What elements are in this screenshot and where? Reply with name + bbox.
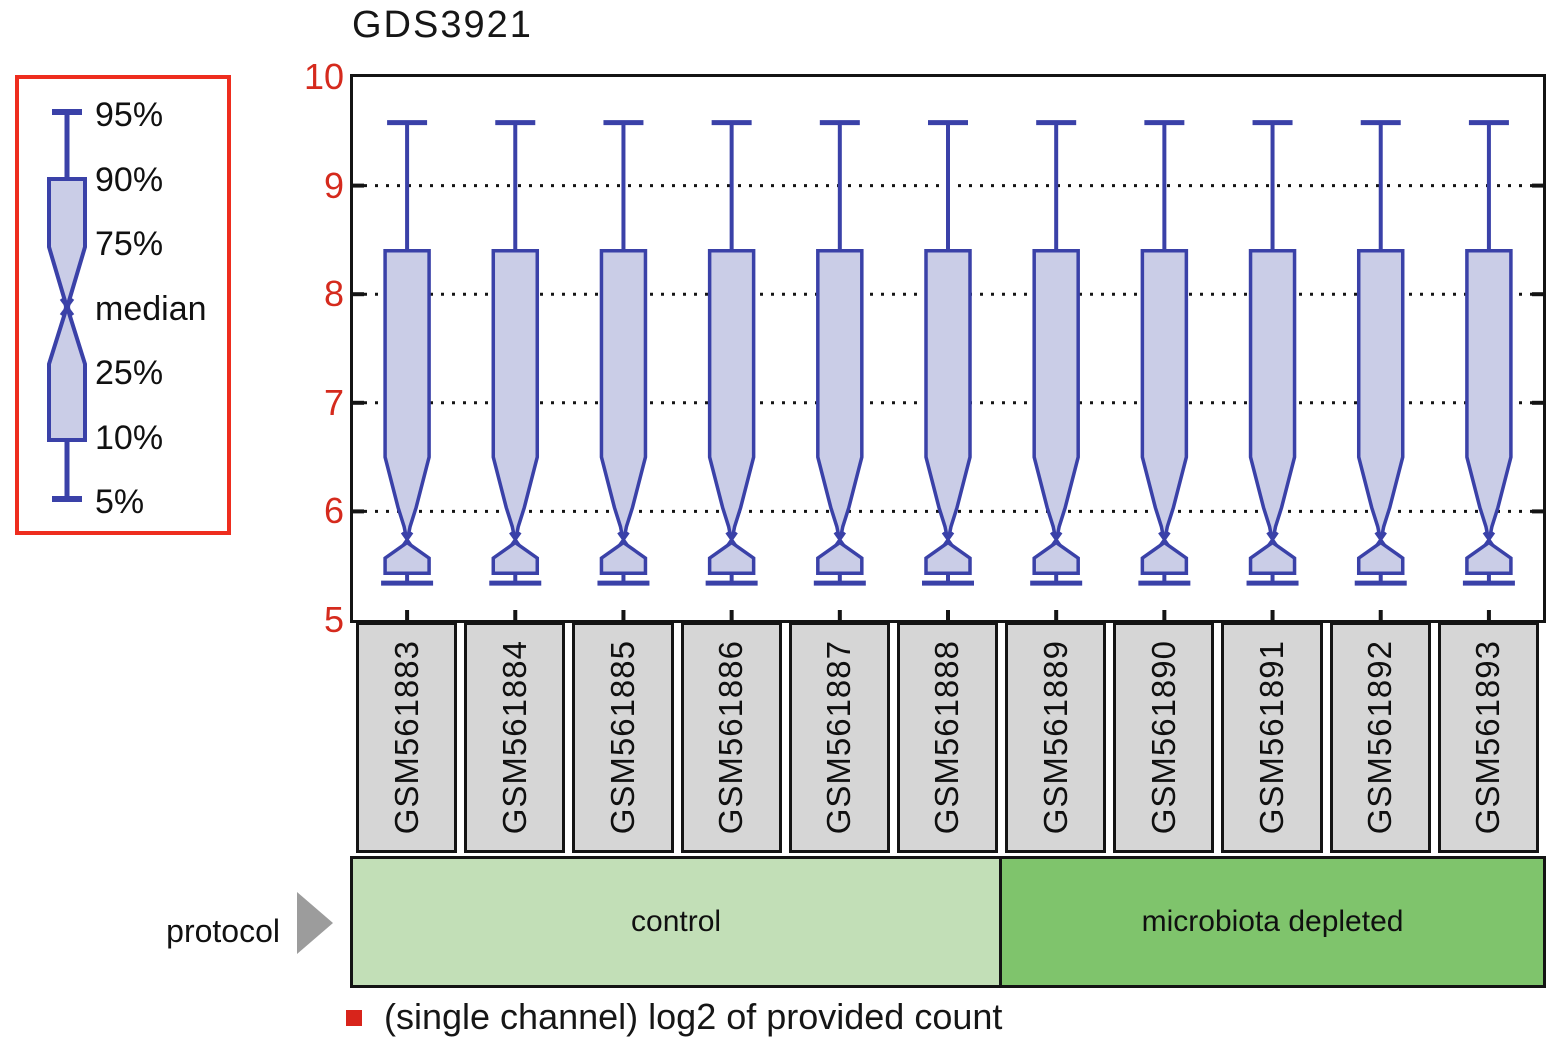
legend-item-label: median — [95, 289, 207, 328]
sample-label-box: GSM561891 — [1221, 622, 1323, 853]
footnote: (single channel) log2 of provided count — [346, 995, 1002, 1039]
sample-label: GSM561890 — [1144, 640, 1182, 835]
y-axis-tick-label: 10 — [303, 56, 344, 97]
legend-item-label: 10% — [95, 418, 164, 457]
legend-item-label: 5% — [95, 483, 145, 521]
boxplot-GSM561884 — [489, 120, 542, 586]
sample-label-box: GSM561892 — [1329, 622, 1431, 853]
boxplot-GSM561893 — [1462, 120, 1515, 586]
boxplot-GSM561890 — [1138, 120, 1191, 586]
sample-label-box: GSM561893 — [1437, 622, 1539, 853]
boxplot-GSM561887 — [813, 120, 866, 586]
sample-label-box: GSM561887 — [788, 622, 890, 853]
sample-label: GSM561887 — [820, 640, 858, 835]
boxplot-canvas — [353, 120, 1543, 620]
footnote-bullet-icon — [346, 1010, 362, 1026]
sample-label: GSM561893 — [1469, 640, 1507, 835]
y-axis-tick-label: 6 — [323, 490, 344, 532]
sample-label-box: GSM561885 — [572, 622, 674, 853]
protocol-group-1: control — [353, 859, 1003, 985]
y-axis-tick-label: 5 — [323, 599, 344, 640]
sample-label: GSM561884 — [495, 640, 533, 835]
boxplot-GSM561885 — [597, 120, 650, 586]
protocol-row-label: protocol — [166, 913, 280, 949]
sample-label: GSM561886 — [712, 640, 750, 835]
boxplot-GSM561889 — [1030, 120, 1083, 586]
boxplot-GSM561883 — [381, 120, 434, 586]
protocol-group-label: microbiota depleted — [1141, 905, 1404, 938]
boxplot-legend-glyph-icon — [47, 109, 87, 502]
legend-item-label: 95% — [95, 96, 164, 134]
y-axis-tick-label: 9 — [323, 164, 344, 206]
legend-item-label: 75% — [95, 225, 164, 263]
boxplot-GSM561892 — [1354, 120, 1407, 586]
sample-label: GSM561883 — [387, 640, 425, 835]
sample-label-box: GSM561888 — [896, 622, 999, 853]
sample-label: GSM561889 — [1036, 640, 1074, 835]
sample-label-box: GSM561883 — [356, 622, 458, 853]
y-axis-tick-label: 8 — [323, 273, 344, 315]
sample-label: GSM561888 — [928, 640, 966, 835]
chart-title: GDS3921 — [352, 4, 533, 46]
legend-item-label: 90% — [95, 160, 164, 199]
sample-label: GSM561885 — [603, 640, 641, 835]
sample-label-box: GSM561890 — [1113, 622, 1215, 853]
y-axis-tick-label: 7 — [323, 381, 344, 423]
sample-label: GSM561892 — [1361, 640, 1399, 835]
boxplot-legend: 95% 90% 75% median 25% 10% 5% — [15, 75, 231, 535]
boxplot-GSM561888 — [922, 120, 974, 586]
sample-label-box: GSM561889 — [1005, 622, 1107, 853]
plot-area — [350, 74, 1546, 623]
sample-label-box: GSM561884 — [464, 622, 566, 853]
protocol-band: control microbiota depleted — [350, 856, 1546, 988]
footnote-text: (single channel) log2 of provided count — [384, 996, 1003, 1037]
legend-item-label: 25% — [95, 354, 164, 392]
sample-label: GSM561891 — [1253, 640, 1291, 835]
sample-label-box: GSM561886 — [680, 622, 782, 853]
boxplot-GSM561891 — [1246, 120, 1299, 586]
protocol-group-label: control — [631, 905, 722, 938]
protocol-arrow-icon — [297, 892, 333, 954]
boxplot-GSM561886 — [705, 120, 758, 586]
protocol-group-2: microbiota depleted — [1002, 859, 1543, 985]
